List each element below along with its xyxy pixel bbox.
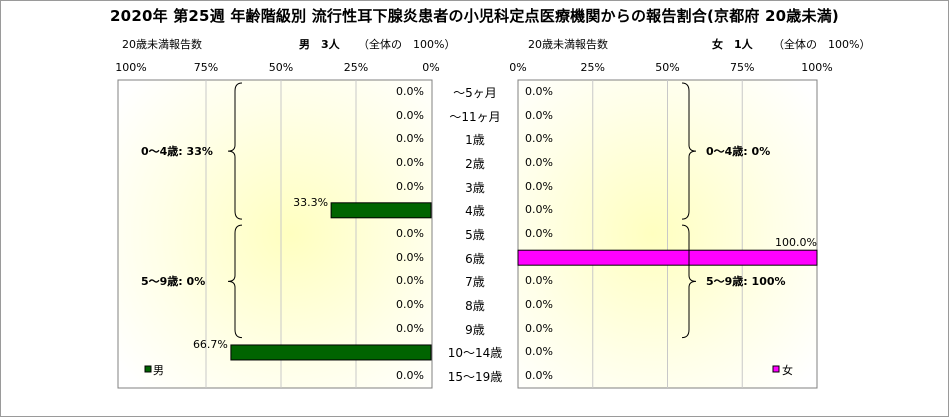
female-value-label: 0.0%	[525, 345, 553, 359]
male-value-label: 0.0%	[396, 155, 424, 169]
left-tick-label: 100%	[115, 61, 147, 74]
left-group-label: 0～4歳: 33%	[141, 145, 213, 159]
female-value-label: 0.0%	[525, 155, 553, 169]
category-label: 2歳	[465, 156, 485, 171]
chart-title: 2020年 第25週 年齢階級別 流行性耳下腺炎患者の小児科定点医療機関からの報…	[110, 7, 839, 25]
left-group-brace	[227, 82, 243, 220]
female-value-label: 0.0%	[525, 203, 553, 217]
right-group-brace	[681, 82, 697, 220]
female-value-label: 0.0%	[525, 108, 553, 122]
female-value-label: 100.0%	[775, 235, 817, 249]
male-value-label: 0.0%	[396, 227, 424, 240]
female-value-label: 0.0%	[525, 179, 553, 193]
female-bar	[517, 249, 818, 266]
category-label: 1歳	[465, 133, 485, 148]
right-tick-label: 50%	[655, 61, 680, 74]
male-value-label: 0.0%	[396, 369, 424, 383]
male-value-label: 0.0%	[396, 84, 424, 98]
left-tick-label: 75%	[193, 61, 219, 74]
category-label: 7歳	[465, 275, 485, 290]
female-value-label: 0.0%	[525, 298, 553, 312]
category-label: 6歳	[465, 251, 485, 266]
right-subtitle-total: （全体の 100%）	[773, 38, 871, 51]
male-bar	[330, 202, 432, 219]
right-tick-label: 0%	[509, 61, 527, 74]
category-label: 8歳	[465, 299, 485, 314]
category-label: ～5ヶ月	[453, 85, 497, 100]
right-tick-label: 75%	[730, 61, 755, 74]
left-subtitle-label: 20歳未満報告数	[122, 38, 202, 51]
category-label: 4歳	[465, 204, 485, 219]
right-subtitle-label: 20歳未満報告数	[528, 38, 608, 51]
male-value-label: 0.0%	[396, 250, 424, 264]
male-value-label: 0.0%	[396, 132, 424, 146]
female-value-label: 0.0%	[525, 369, 553, 383]
category-label: ～11ヶ月	[449, 109, 501, 124]
left-subtitle-count: 男 3人	[299, 38, 340, 51]
male-value-label: 0.0%	[396, 298, 424, 312]
male-value-label: 0.0%	[396, 108, 424, 122]
category-label: 10～14歳	[447, 346, 503, 361]
right-group-label: 0～4歳: 0%	[706, 145, 771, 159]
male-value-label: 0.0%	[396, 179, 424, 193]
male-legend-swatch	[144, 365, 152, 373]
male-bar	[230, 344, 432, 361]
female-legend-swatch	[772, 365, 780, 373]
right-tick-label: 100%	[801, 61, 833, 74]
category-label: 5歳	[465, 228, 485, 242]
right-tick-label: 25%	[580, 61, 605, 74]
female-value-label: 0.0%	[525, 132, 553, 146]
left-tick-label: 0%	[422, 61, 440, 74]
male-value-label: 0.0%	[396, 274, 424, 288]
male-value-label: 66.7%	[192, 338, 228, 352]
female-value-label: 0.0%	[525, 84, 553, 98]
left-tick-label: 25%	[343, 61, 369, 74]
category-label: 9歳	[465, 322, 485, 337]
male-value-label: 0.0%	[396, 321, 424, 335]
category-label: 15～19歳	[447, 370, 503, 385]
male-value-label: 33.3%	[293, 196, 329, 210]
right-legend-label: 女	[782, 364, 793, 377]
right-subtitle-count: 女 1人	[712, 38, 753, 51]
left-tick-label: 50%	[268, 61, 294, 74]
right-group-label: 5～9歳: 100%	[706, 275, 786, 289]
category-label: 3歳	[465, 180, 485, 195]
left-group-label: 5～9歳: 0%	[141, 275, 206, 289]
right-group-brace	[681, 224, 697, 339]
female-value-label: 0.0%	[525, 274, 553, 288]
left-subtitle-total: （全体の 100%）	[358, 38, 456, 51]
left-legend-label: 男	[153, 364, 164, 377]
female-value-label: 0.0%	[525, 227, 553, 240]
left-group-brace	[227, 224, 243, 339]
left-plot-area	[117, 79, 433, 389]
female-value-label: 0.0%	[525, 321, 553, 335]
